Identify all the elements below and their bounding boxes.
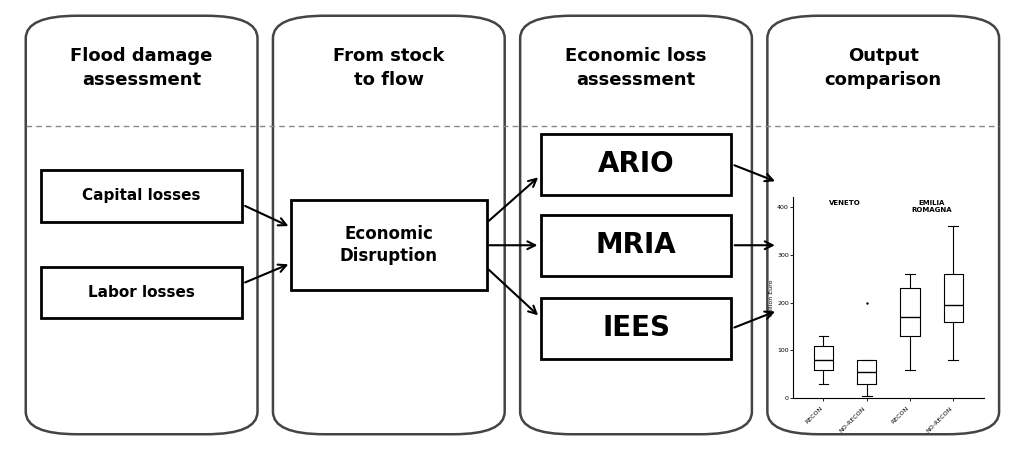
Text: Economic
Disruption: Economic Disruption [340,225,438,266]
Text: Flood damage
assessment: Flood damage assessment [70,47,213,89]
FancyBboxPatch shape [541,215,731,275]
FancyBboxPatch shape [273,16,505,434]
FancyBboxPatch shape [541,298,731,359]
FancyBboxPatch shape [767,16,999,434]
Text: Capital losses: Capital losses [82,188,201,203]
Text: From stock
to flow: From stock to flow [333,47,445,89]
FancyBboxPatch shape [520,16,752,434]
FancyBboxPatch shape [541,134,731,194]
Text: Labor losses: Labor losses [89,285,195,300]
FancyBboxPatch shape [41,266,242,319]
Text: IEES: IEES [602,315,671,342]
Y-axis label: Million Euro: Million Euro [769,279,775,316]
Text: VENETO: VENETO [829,199,861,206]
FancyBboxPatch shape [41,170,242,222]
FancyBboxPatch shape [290,200,486,290]
Text: Economic loss
assessment: Economic loss assessment [565,47,707,89]
FancyBboxPatch shape [26,16,258,434]
Text: EMILIA
ROMAGNA: EMILIA ROMAGNA [912,200,952,213]
Text: ARIO: ARIO [597,150,675,178]
Text: Output
comparison: Output comparison [825,47,941,89]
Text: MRIA: MRIA [595,231,677,259]
